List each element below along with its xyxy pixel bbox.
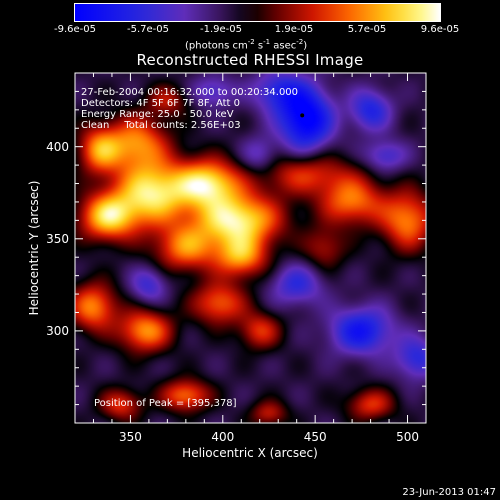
x-tick-label: 450	[303, 430, 327, 444]
colorbar-tick-label: -1.9e-05	[200, 24, 242, 35]
x-axis-label: Heliocentric X (arcsec)	[182, 446, 318, 460]
y-axis-label: Heliocentric Y (arcsec)	[27, 180, 41, 316]
y-tick-label: 400	[46, 139, 69, 154]
colorbar-tick-labels: -9.6e-05 -5.7e-05 -1.9e-05 1.9e-05 5.7e-05 9.…	[0, 0, 500, 60]
y-tick-label: 350	[46, 231, 69, 246]
annotation-method: Clean	[81, 120, 110, 131]
axis-ticks	[74, 72, 427, 424]
colorbar-tick-label: 5.7e-05	[347, 24, 387, 35]
heatmap-image	[75, 73, 426, 423]
annotation-peak-position: Position of Peak = [395,378]	[94, 398, 237, 409]
plot-date-stamp: 23-Jun-2013 01:47	[402, 487, 496, 498]
colorbar-units: (photons cm-2 s-1 asec-2)	[185, 38, 308, 52]
colorbar-tick-label: -9.6e-05	[54, 24, 96, 35]
peak-marker	[300, 113, 305, 118]
x-tick-label: 400	[211, 430, 235, 444]
x-tick-label: 500	[396, 430, 419, 444]
colorbar-tick-label: 9.6e-05	[420, 24, 460, 35]
annotation-detectors: Detectors: 4F 5F 6F 7F 8F, Att 0	[81, 98, 241, 109]
colorbar-tick-label: 1.9e-05	[274, 24, 314, 35]
x-tick-label: 350	[118, 430, 142, 444]
annotation-time-range: 27-Feb-2004 00:16:32.000 to 00:20:34.000	[81, 87, 299, 98]
colorbar-tick-label: -5.7e-05	[127, 24, 169, 35]
plot-border	[74, 72, 427, 424]
annotation-counts: Clean Total counts: 2.56E+03	[81, 120, 241, 131]
colorbar	[74, 3, 441, 22]
annotation-total-counts: Total counts: 2.56E+03	[124, 120, 241, 131]
y-tick-label: 300	[46, 323, 69, 338]
chart-title: Reconstructed RHESSI Image	[136, 51, 364, 69]
annotation-energy-range: Energy Range: 25.0 - 50.0 keV	[81, 109, 234, 120]
